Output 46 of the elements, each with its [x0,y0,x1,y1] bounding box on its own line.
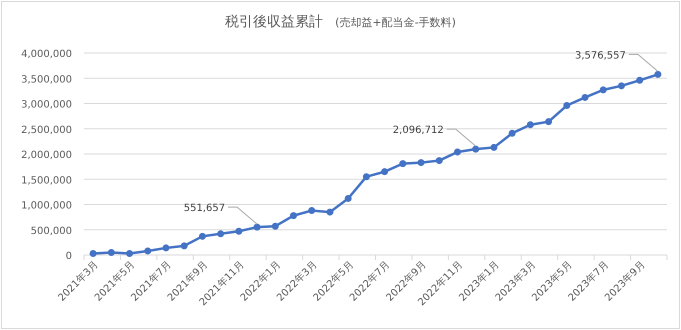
point [381,168,388,176]
y-tick-label: 1,000,000 [21,200,72,212]
point [108,248,115,256]
point [254,224,261,231]
point [454,148,461,156]
point [272,222,279,230]
point [490,144,498,151]
y-tick-label: 3,500,000 [21,74,72,86]
point [526,121,534,128]
y-tick-label: 1,500,000 [21,175,72,186]
data-label: 3,576,557 [574,50,626,62]
point [126,250,134,257]
point [144,247,152,254]
y-tick-label: 2,500,000 [21,124,72,136]
point [508,130,516,137]
point [235,228,242,235]
point [618,82,625,90]
point [326,208,334,216]
point [198,232,206,240]
point [636,76,644,84]
chart-subtitle: (売却益+配当金-手数料) [335,16,456,29]
point [162,244,170,252]
point [563,102,570,110]
point [308,207,316,214]
point [90,250,97,257]
y-tick-label: 0 [66,251,72,262]
point [600,86,607,94]
point [362,173,370,180]
chart-title: 税引後収益累計 [225,14,324,30]
point [582,94,589,101]
y-tick-label: 500,000 [30,226,72,237]
point [472,146,480,153]
y-tick-label: 4,000,000 [21,49,72,60]
y-tick-label: 3,000,000 [21,100,72,110]
point [418,159,425,166]
point [545,118,552,126]
point [290,212,298,220]
point [217,230,224,238]
point [344,194,352,202]
point [436,157,443,164]
data-label: 551,657 [184,203,226,214]
y-tick-label: 2,000,000 [21,150,72,161]
point [654,70,662,78]
point [180,242,188,250]
point [399,160,406,168]
data-label: 2,096,712 [392,125,444,136]
